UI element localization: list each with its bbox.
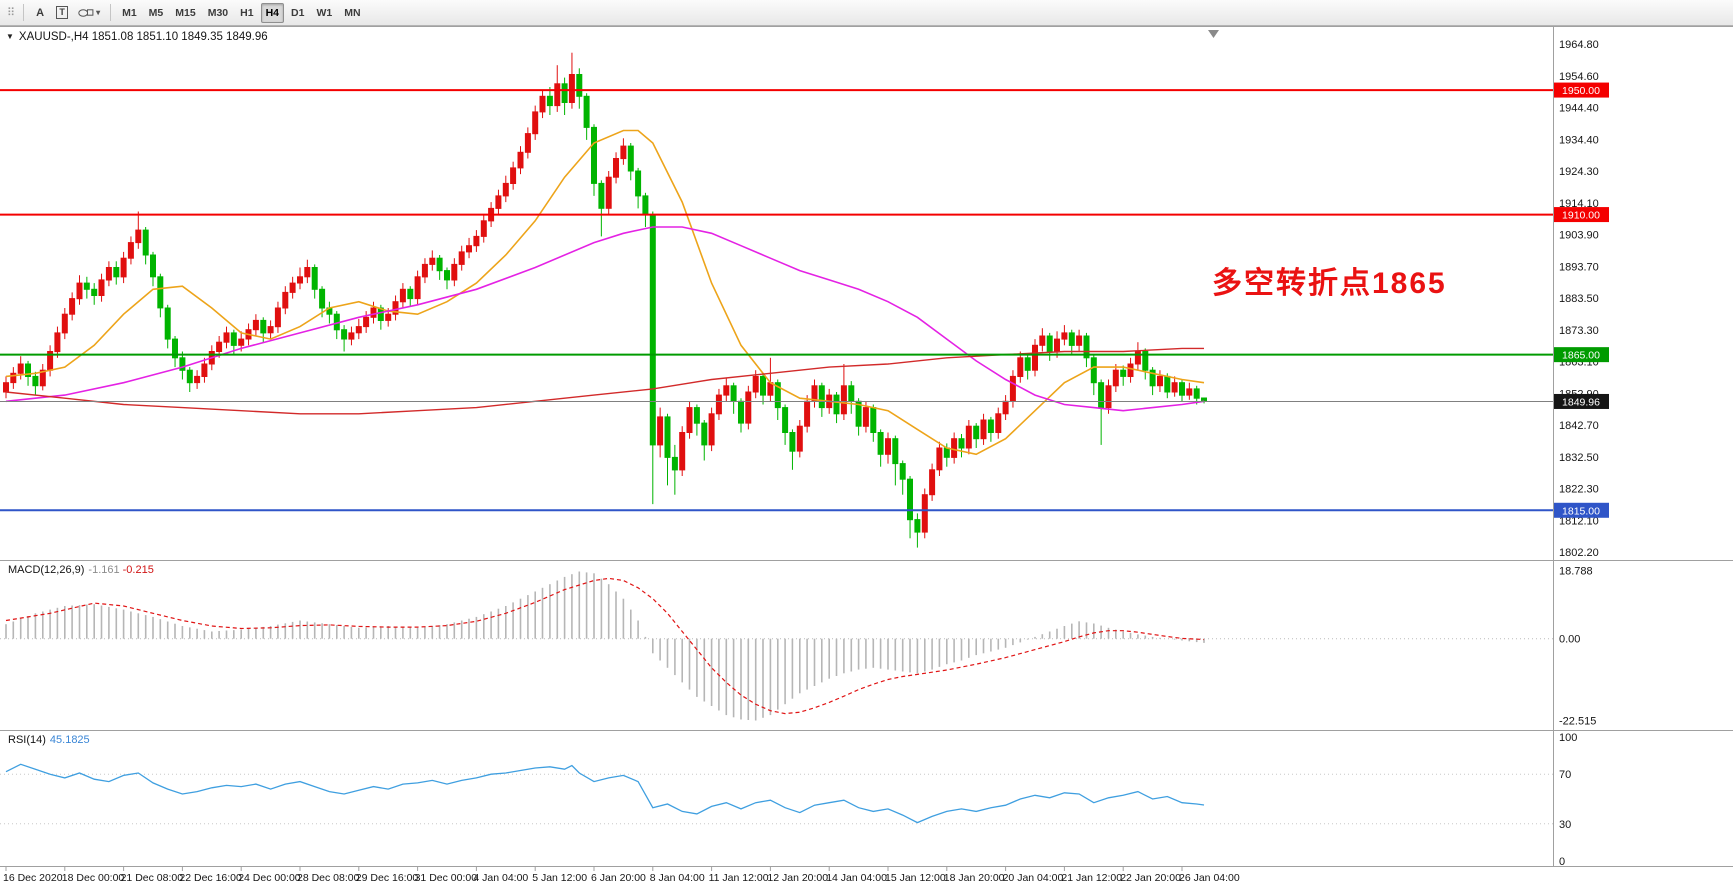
macd-pane: 18.788 0.00 -22.515: [0, 565, 1596, 728]
chart-title-text: XAUUSD-,H4 1851.08 1851.10 1849.35 1849.…: [18, 31, 268, 43]
svg-text:29 Dec 16:00: 29 Dec 16:00: [356, 872, 419, 884]
svg-text:31 Dec 00:00: 31 Dec 00:00: [415, 872, 478, 884]
svg-text:22 Dec 16:00: 22 Dec 16:00: [179, 872, 242, 884]
svg-text:18 Jan 20:00: 18 Jan 20:00: [944, 872, 1005, 884]
chart-title: ▼ XAUUSD-,H4 1851.08 1851.10 1849.35 1849…: [6, 31, 268, 43]
timeframe-m30-button[interactable]: M30: [203, 3, 233, 23]
toolbar-drag-handle-icon[interactable]: ⠿: [7, 7, 16, 19]
svg-text:1893.70: 1893.70: [1559, 261, 1599, 273]
svg-text:1934.40: 1934.40: [1559, 134, 1599, 146]
svg-text:1802.20: 1802.20: [1559, 547, 1599, 559]
svg-text:5 Jan 12:00: 5 Jan 12:00: [532, 872, 587, 884]
svg-text:1954.60: 1954.60: [1559, 71, 1599, 83]
timeframe-w1-button[interactable]: W1: [311, 3, 337, 23]
timeframe-m1-button[interactable]: M1: [117, 3, 142, 23]
current-price-line: 1849.96: [0, 393, 1609, 409]
svg-text:1822.30: 1822.30: [1559, 484, 1599, 496]
svg-text:1832.50: 1832.50: [1559, 452, 1599, 464]
rsi-indicator-label: RSI(14) 45.1825: [8, 734, 90, 746]
svg-text:-22.515: -22.515: [1559, 716, 1596, 728]
svg-text:70: 70: [1559, 769, 1571, 781]
svg-text:12 Jan 20:00: 12 Jan 20:00: [767, 872, 828, 884]
moving-average-lines: [5, 129, 1205, 456]
svg-text:18.788: 18.788: [1559, 565, 1593, 577]
svg-text:8 Jan 04:00: 8 Jan 04:00: [650, 872, 705, 884]
rsi-pane: 100 70 30 0: [0, 732, 1577, 868]
toolbar: ⠿ A T ▾ M1 M5 M15 M30 H1 H4 D1 W1 MN: [0, 0, 1733, 26]
svg-text:1865.00: 1865.00: [1562, 350, 1600, 362]
svg-text:1849.96: 1849.96: [1562, 396, 1600, 408]
svg-text:18 Dec 00:00: 18 Dec 00:00: [62, 872, 125, 884]
price-axis-labels[interactable]: 1964.80 1954.60 1944.40 1934.40 1924.30 1914.…: [1559, 39, 1599, 559]
svg-text:1842.70: 1842.70: [1559, 420, 1599, 432]
svg-text:28 Dec 08:00: 28 Dec 08:00: [297, 872, 360, 884]
macd-main-value: -1.161: [88, 564, 120, 576]
timeframe-h1-button[interactable]: H1: [235, 3, 258, 23]
svg-text:26 Jan 04:00: 26 Jan 04:00: [1179, 872, 1240, 884]
timeframe-d1-button[interactable]: D1: [286, 3, 309, 23]
annotation-text: 多空转折点1865: [1212, 267, 1447, 300]
svg-text:11 Jan 12:00: 11 Jan 12:00: [709, 872, 769, 884]
svg-text:1924.30: 1924.30: [1559, 166, 1599, 178]
svg-text:20 Jan 04:00: 20 Jan 04:00: [1003, 872, 1064, 884]
text-box-tool-label: T: [56, 6, 68, 19]
svg-text:1950.00: 1950.00: [1562, 85, 1600, 97]
svg-text:24 Dec 00:00: 24 Dec 00:00: [238, 872, 301, 884]
pane-separators: [0, 26, 1733, 867]
timeframe-mn-button[interactable]: MN: [339, 3, 365, 23]
toolbar-separator: [23, 4, 25, 21]
candlesticks: [3, 52, 1207, 548]
svg-text:1815.00: 1815.00: [1562, 505, 1600, 517]
svg-text:16 Dec 2020: 16 Dec 2020: [3, 872, 63, 884]
svg-text:1914.10: 1914.10: [1559, 198, 1599, 210]
svg-text:0.00: 0.00: [1559, 634, 1580, 646]
macd-signal-value: -0.215: [122, 564, 154, 576]
text-box-tool-button[interactable]: T: [51, 3, 73, 23]
svg-text:1873.30: 1873.30: [1559, 325, 1599, 337]
svg-text:30: 30: [1559, 819, 1571, 831]
timeframe-m5-button[interactable]: M5: [144, 3, 169, 23]
svg-text:100: 100: [1559, 732, 1577, 744]
chart-shift-marker-icon: [1208, 30, 1219, 38]
dropdown-caret-icon: ▾: [96, 8, 101, 17]
svg-text:21 Jan 12:00: 21 Jan 12:00: [1061, 872, 1122, 884]
level-lines: 1950.00 1910.00 1865.00 1815.00: [0, 82, 1609, 518]
svg-text:4 Jan 04:00: 4 Jan 04:00: [473, 872, 528, 884]
svg-text:1964.80: 1964.80: [1559, 39, 1599, 51]
shapes-icon: [78, 8, 94, 17]
svg-text:6 Jan 20:00: 6 Jan 20:00: [591, 872, 646, 884]
text-annotation-tool-button[interactable]: A: [29, 3, 51, 23]
chart-marker-icon: ▼: [6, 32, 14, 41]
svg-text:1903.90: 1903.90: [1559, 230, 1599, 242]
macd-indicator-label: MACD(12,26,9) -1.161 -0.215: [8, 564, 154, 576]
svg-text:22 Jan 20:00: 22 Jan 20:00: [1120, 872, 1181, 884]
svg-text:1812.10: 1812.10: [1559, 515, 1599, 527]
svg-text:14 Jan 04:00: 14 Jan 04:00: [826, 872, 887, 884]
svg-text:0: 0: [1559, 856, 1565, 868]
timeframe-m15-button[interactable]: M15: [170, 3, 200, 23]
toolbar-separator: [110, 4, 112, 21]
svg-text:1910.00: 1910.00: [1562, 210, 1600, 222]
macd-name: MACD(12,26,9): [8, 564, 85, 576]
svg-text:15 Jan 12:00: 15 Jan 12:00: [885, 872, 946, 884]
rsi-value: 45.1825: [49, 734, 90, 746]
rsi-name: RSI(14): [8, 734, 46, 746]
timeframe-h4-button[interactable]: H4: [260, 2, 285, 23]
svg-text:21 Dec 08:00: 21 Dec 08:00: [121, 872, 184, 884]
svg-text:1944.40: 1944.40: [1559, 103, 1599, 115]
svg-text:1883.50: 1883.50: [1559, 293, 1599, 305]
shapes-tool-button[interactable]: ▾: [73, 3, 105, 23]
